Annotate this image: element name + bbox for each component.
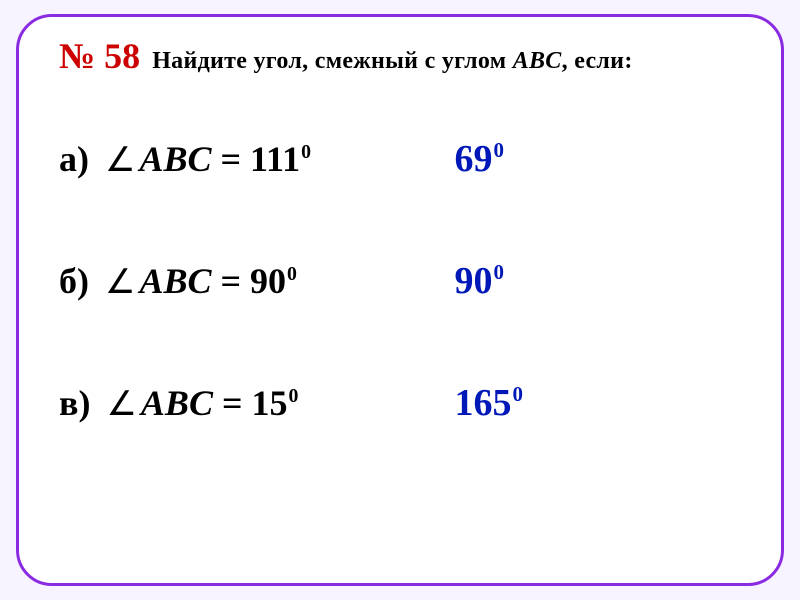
angle-var: ABC: [141, 383, 213, 423]
degree-mark: 0: [513, 382, 523, 406]
question-suffix: , если:: [562, 48, 633, 74]
items-list: а) ∠ABC = 1110 690 б) ∠ABC = 900 900: [59, 137, 741, 425]
content-frame: № 58 Найдите угол, смежный с углом ABC, …: [16, 14, 784, 586]
angle-value: = 111: [212, 139, 301, 179]
item-expression: а) ∠ABC = 1110: [59, 138, 455, 180]
angle-value: = 90: [212, 261, 287, 301]
angle-icon: ∠: [106, 386, 136, 423]
item-row: в) ∠ABC = 150 1650: [59, 381, 741, 425]
answer-value: 90: [455, 260, 493, 302]
angle-icon: ∠: [105, 264, 135, 301]
degree-mark: 0: [288, 385, 298, 407]
degree-mark: 0: [287, 263, 297, 285]
degree-mark: 0: [494, 260, 504, 284]
header: № 58 Найдите угол, смежный с углом ABC, …: [59, 35, 741, 77]
angle-value: = 15: [213, 383, 288, 423]
angle-var: ABC: [139, 261, 211, 301]
degree-mark: 0: [301, 141, 311, 163]
angle-icon: ∠: [105, 142, 135, 179]
item-answer: 900: [455, 259, 504, 303]
item-expression: в) ∠ABC = 150: [59, 382, 455, 424]
item-expression: б) ∠ABC = 900: [59, 260, 455, 302]
degree-mark: 0: [494, 138, 504, 162]
item-answer: 1650: [455, 381, 523, 425]
question-text: Найдите угол, смежный с углом ABC, если:: [152, 48, 632, 75]
item-row: а) ∠ABC = 1110 690: [59, 137, 741, 181]
item-answer: 690: [455, 137, 504, 181]
angle-var: ABC: [139, 139, 211, 179]
item-letter: а): [59, 138, 89, 180]
question-prefix: Найдите угол, смежный с углом: [152, 48, 513, 74]
answer-value: 69: [455, 138, 493, 180]
problem-number: № 58: [59, 35, 140, 77]
item-row: б) ∠ABC = 900 900: [59, 259, 741, 303]
answer-value: 165: [455, 382, 512, 424]
item-letter: в): [59, 382, 90, 424]
question-variable: ABC: [513, 48, 562, 74]
item-letter: б): [59, 260, 89, 302]
